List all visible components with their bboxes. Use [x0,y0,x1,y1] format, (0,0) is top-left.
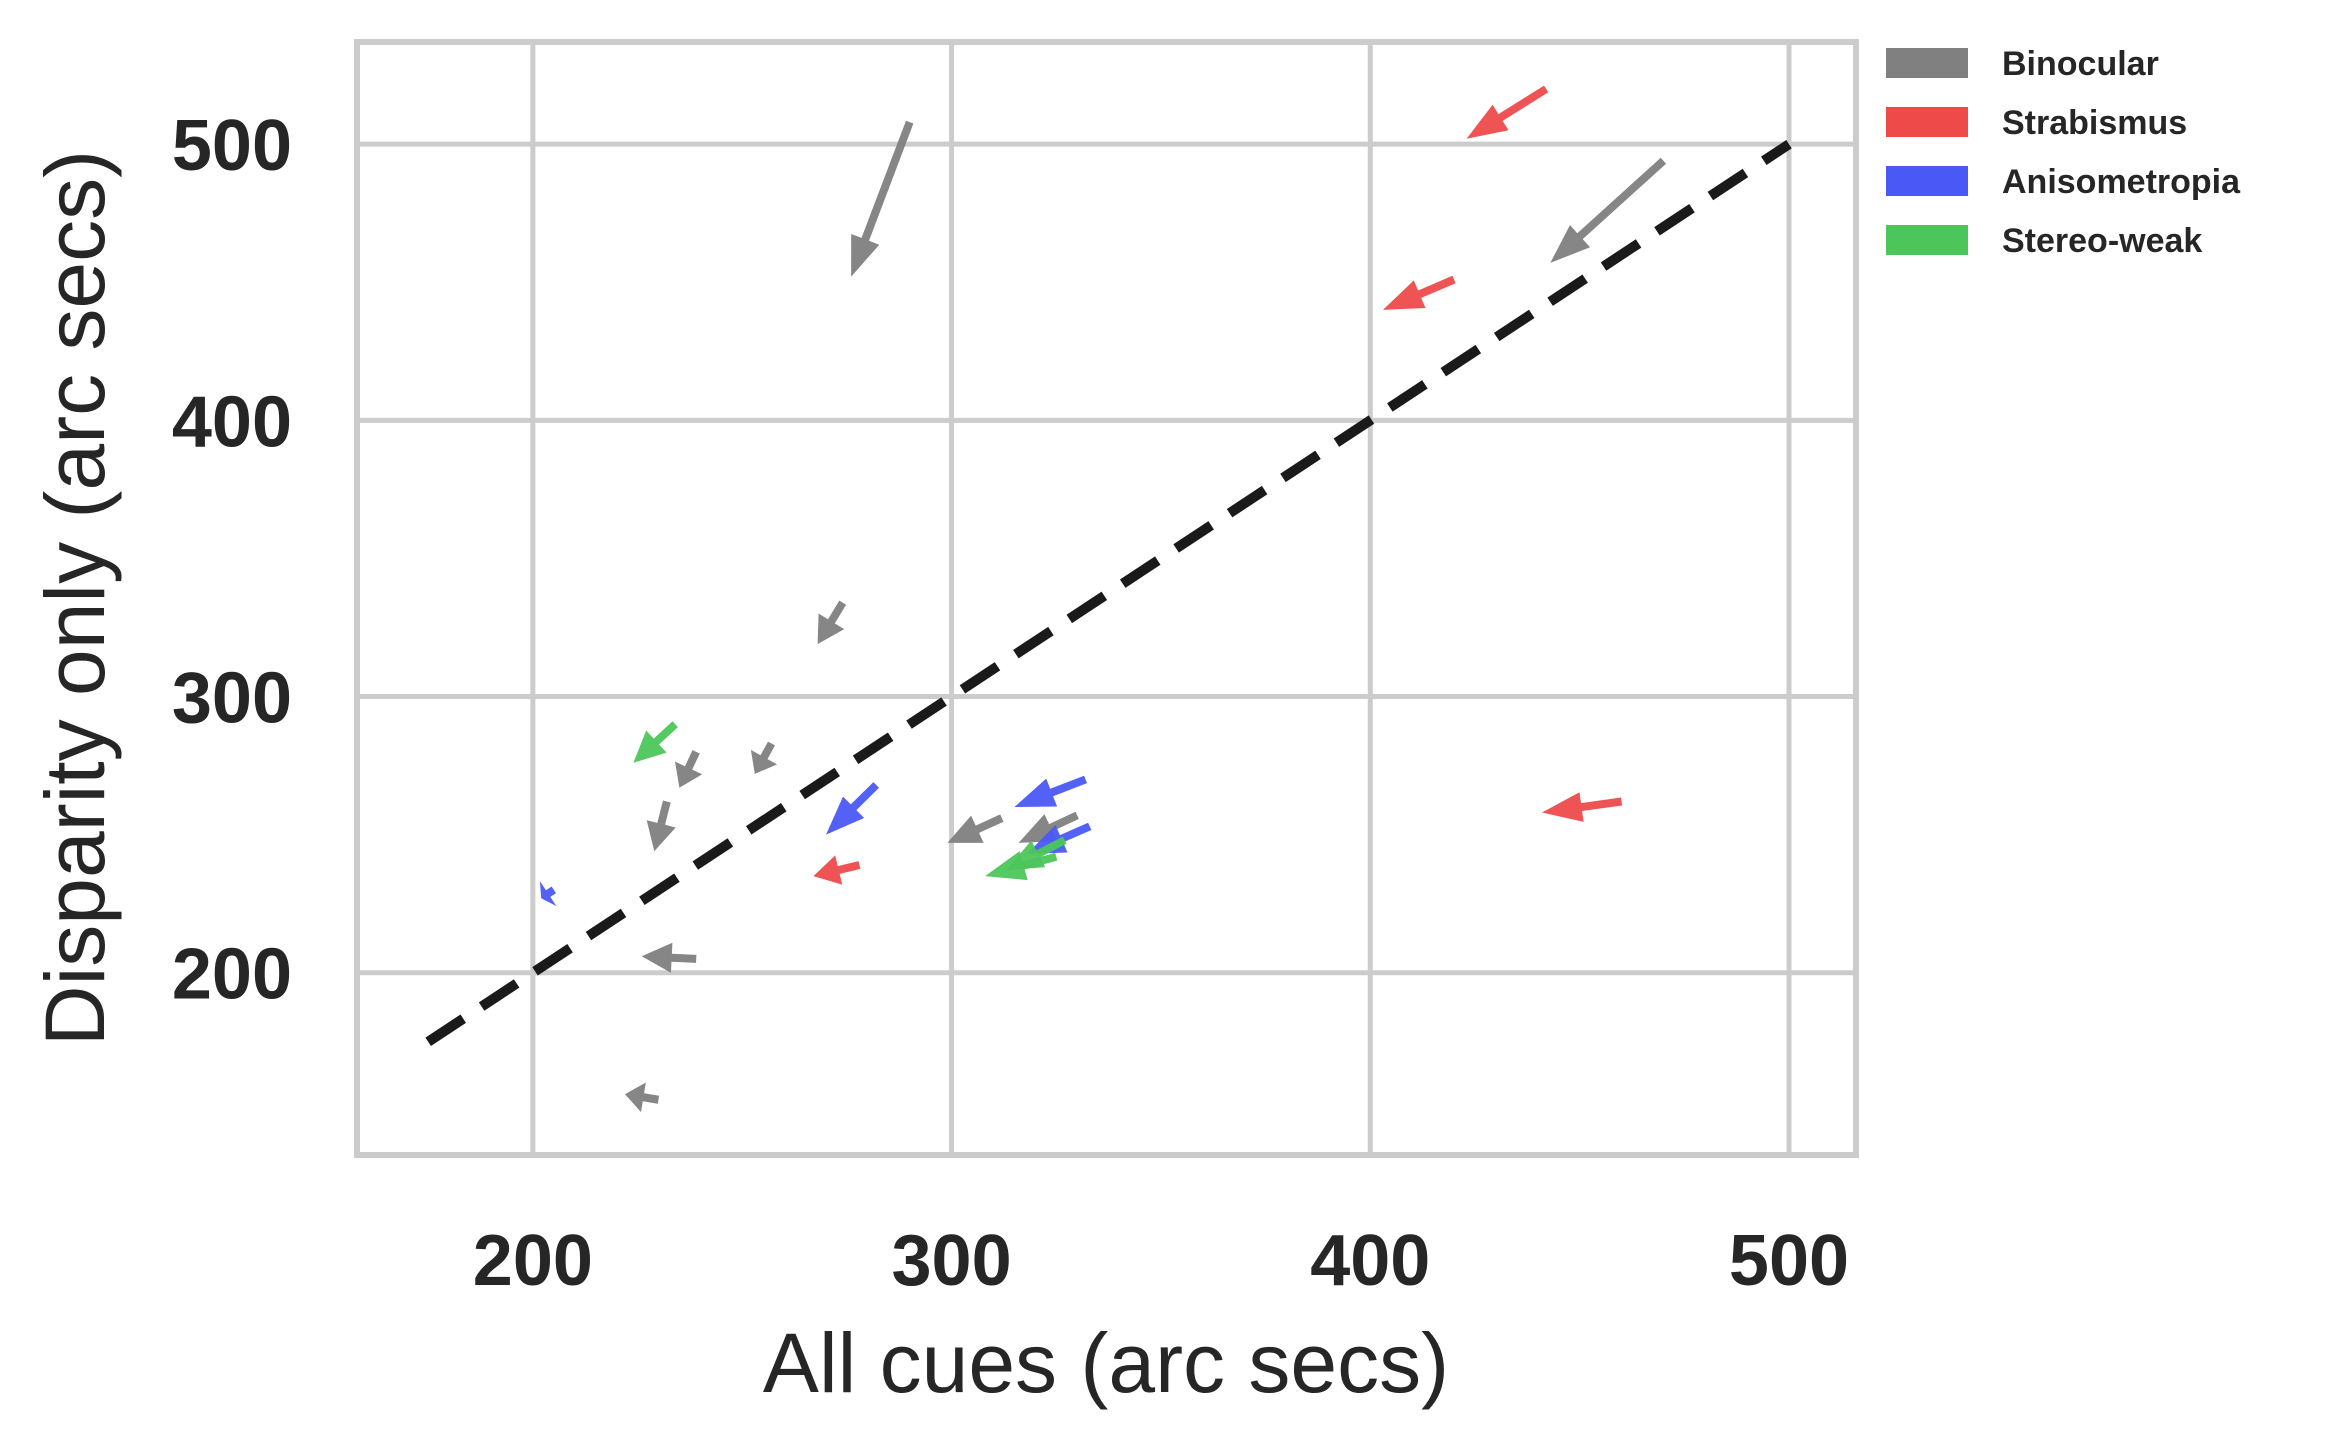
grid [357,42,1856,1155]
stereo-weak-arrow [985,851,1058,881]
y-tick-label: 500 [172,106,292,186]
anisometropia-arrow [1014,775,1087,807]
strabismus-arrow [1466,85,1549,139]
binocular-arrow [641,942,697,973]
identity-reference-line [425,140,1792,1046]
y-tick-label: 300 [172,659,292,739]
legend-swatch-strabismus [1886,107,1968,137]
anisometropia-arrow [539,881,557,907]
reference-line-group [425,140,1792,1046]
binocular-arrow [1018,811,1079,843]
x-tick-label: 400 [1310,1221,1430,1301]
binocular-arrow [646,800,676,852]
legend-swatch-stereo-weak [1886,225,1968,255]
binocular-arrow [750,741,778,774]
arrows-group [539,85,1667,1113]
y-tick-label: 400 [172,382,292,462]
binocular-arrow [947,814,1004,843]
binocular-arrow [817,600,847,645]
legend-label-binocular: Binocular [2002,45,2159,83]
y-tick-labels: 200 300 400 500 [172,106,292,1015]
legend-label-strabismus: Strabismus [2002,104,2187,142]
plot-frame [354,39,1859,1158]
strabismus-arrow [1542,792,1623,822]
x-tick-labels: 200 300 400 500 [473,1221,1849,1301]
legend-label-stereo-weak: Stereo-weak [2002,222,2202,260]
stereo-weak-arrow [633,721,678,763]
plot-background [357,42,1856,1155]
legend-swatch-binocular [1886,48,1968,78]
x-axis-label: All cues (arc secs) [763,1316,1449,1410]
binocular-arrow [851,120,914,277]
legend-swatch-anisometropia [1886,166,1968,196]
legend-label-anisometropia: Anisometropia [2002,163,2241,201]
binocular-arrow [1550,157,1667,263]
binocular-arrow [675,750,703,788]
y-tick-label: 200 [172,935,292,1015]
strabismus-arrow [1382,275,1456,310]
strabismus-arrow [813,855,861,885]
x-tick-label: 300 [892,1221,1012,1301]
legend: Binocular Strabismus Anisometropia Stereo-w… [1886,45,2241,260]
anisometropia-arrow [826,782,879,835]
x-tick-label: 200 [473,1221,593,1301]
x-tick-label: 500 [1729,1221,1849,1301]
binocular-arrow [625,1082,660,1113]
y-axis-label: Disparity only (arc secs) [28,150,122,1046]
anisometropia-arrow [1026,822,1092,854]
